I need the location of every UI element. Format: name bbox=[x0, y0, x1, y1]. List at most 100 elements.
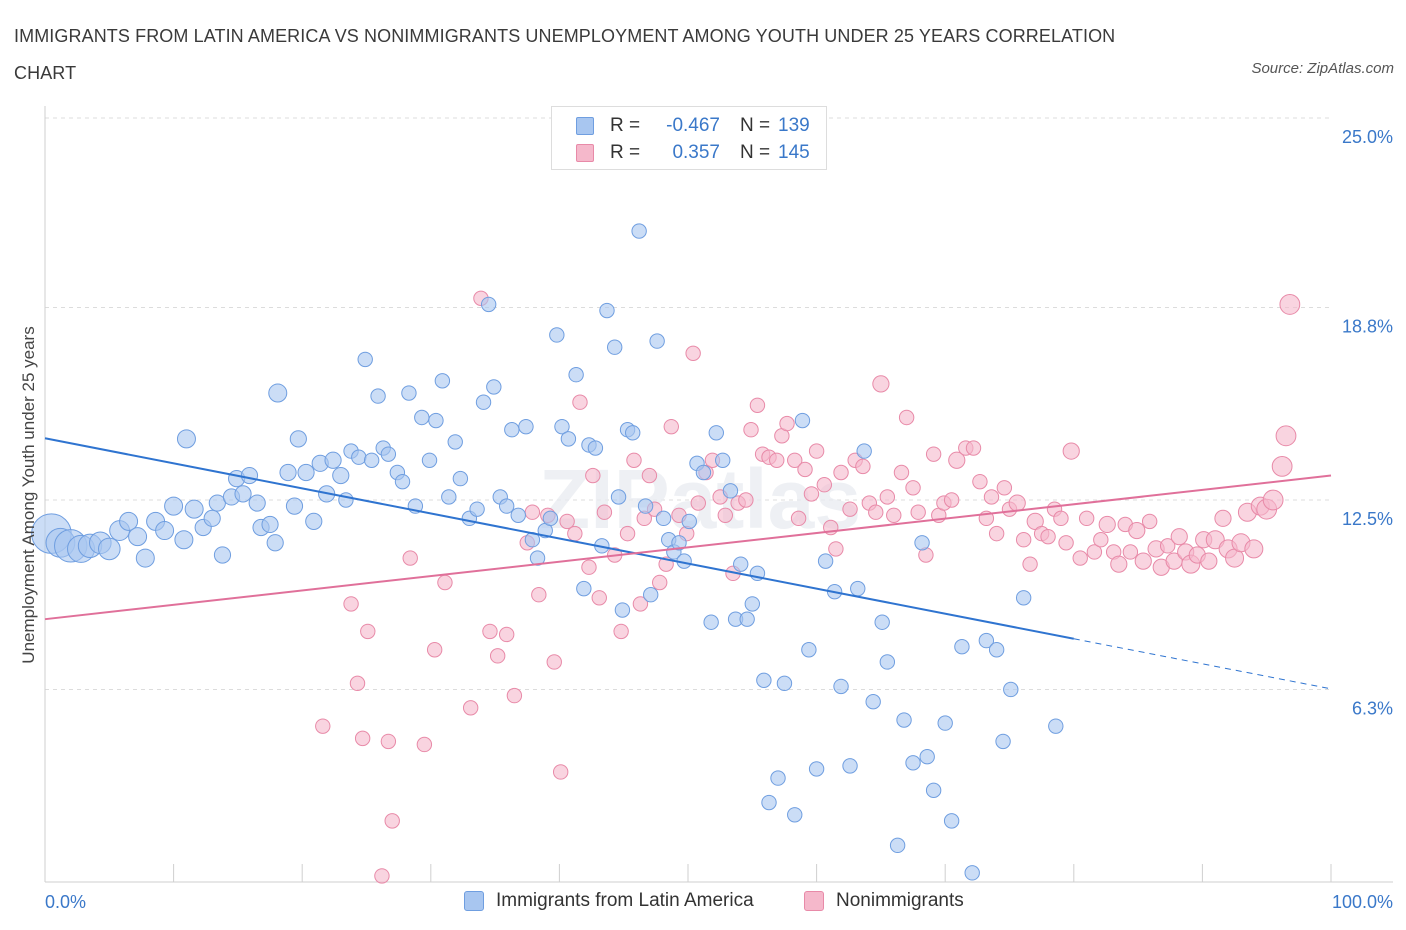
bottom-legend-nonimmigrants: Nonimmigrants bbox=[804, 890, 964, 912]
data-point-nonimmigrants bbox=[613, 623, 629, 640]
data-point-immigrants bbox=[554, 418, 570, 435]
data-point-immigrants bbox=[722, 483, 739, 499]
data-point-nonimmigrants bbox=[374, 868, 390, 884]
data-point-nonimmigrants bbox=[787, 452, 803, 468]
data-point-nonimmigrants bbox=[743, 422, 759, 438]
data-point-nonimmigrants bbox=[581, 559, 597, 575]
data-point-nonimmigrants bbox=[717, 507, 733, 523]
data-point-nonimmigrants bbox=[1110, 555, 1128, 573]
data-point-nonimmigrants bbox=[402, 550, 418, 566]
data-point-immigrants bbox=[625, 425, 641, 441]
data-point-immigrants bbox=[744, 596, 760, 612]
data-point-nonimmigrants bbox=[803, 486, 820, 502]
data-point-nonimmigrants bbox=[315, 718, 331, 734]
data-point-nonimmigrants bbox=[1141, 513, 1158, 530]
data-point-nonimmigrants bbox=[426, 642, 443, 658]
data-point-nonimmigrants bbox=[1244, 539, 1264, 559]
data-point-immigrants bbox=[98, 537, 121, 561]
data-point-immigrants bbox=[756, 672, 772, 689]
trendline-nonimmigrants bbox=[44, 474, 1332, 621]
data-point-immigrants bbox=[1048, 718, 1064, 734]
data-point-immigrants bbox=[234, 485, 252, 503]
data-point-immigrants bbox=[261, 515, 279, 534]
data-point-nonimmigrants bbox=[893, 464, 910, 481]
data-point-immigrants bbox=[176, 429, 196, 449]
data-point-nonimmigrants bbox=[641, 467, 658, 484]
data-point-immigrants bbox=[587, 440, 604, 456]
data-point-immigrants bbox=[833, 678, 849, 695]
legend-n-value: 145 bbox=[778, 142, 810, 163]
data-point-nonimmigrants bbox=[690, 495, 706, 511]
data-point-nonimmigrants bbox=[1275, 425, 1297, 447]
data-point-immigrants bbox=[549, 327, 565, 343]
data-point-immigrants bbox=[606, 339, 623, 355]
data-point-nonimmigrants bbox=[1279, 294, 1301, 315]
data-point-immigrants bbox=[285, 497, 304, 515]
y-tick-label: 12.5% bbox=[1342, 509, 1393, 529]
legend-swatch-pink bbox=[576, 144, 594, 162]
bottom-legend-label: Immigrants from Latin America bbox=[496, 890, 754, 911]
data-point-nonimmigrants bbox=[437, 574, 453, 591]
chart-title: IMMIGRANTS FROM LATIN AMERICA VS NONIMMI… bbox=[14, 26, 1116, 83]
bottom-legend-swatch-blue bbox=[464, 891, 484, 911]
data-point-immigrants bbox=[486, 379, 502, 395]
data-point-nonimmigrants bbox=[1214, 509, 1232, 527]
data-point-immigrants bbox=[614, 602, 631, 618]
data-point-nonimmigrants bbox=[531, 587, 547, 603]
data-point-immigrants bbox=[441, 489, 457, 505]
data-point-immigrants bbox=[414, 409, 430, 426]
data-point-immigrants bbox=[978, 632, 995, 649]
data-point-nonimmigrants bbox=[506, 687, 523, 704]
data-point-nonimmigrants bbox=[552, 764, 569, 780]
correlation-legend: R = -0.467 N = 139 R = 0.357 N = 145 bbox=[551, 106, 827, 170]
data-point-nonimmigrants bbox=[833, 464, 849, 481]
data-point-immigrants bbox=[174, 530, 194, 550]
data-point-immigrants bbox=[568, 367, 584, 383]
data-point-nonimmigrants bbox=[749, 397, 766, 413]
data-point-nonimmigrants bbox=[983, 489, 1000, 505]
legend-n-label: N = bbox=[740, 142, 771, 163]
data-point-immigrants bbox=[610, 489, 627, 505]
bottom-legend-immigrants: Immigrants from Latin America bbox=[464, 890, 754, 912]
data-point-nonimmigrants bbox=[585, 467, 601, 484]
y-tick-label: 25.0% bbox=[1342, 127, 1393, 147]
data-point-nonimmigrants bbox=[842, 501, 858, 517]
data-point-immigrants bbox=[394, 473, 411, 490]
data-point-immigrants bbox=[914, 535, 930, 551]
legend-r-value: 0.357 bbox=[672, 142, 720, 163]
data-point-nonimmigrants bbox=[855, 458, 871, 475]
data-point-immigrants bbox=[733, 556, 749, 572]
data-point-nonimmigrants bbox=[879, 489, 896, 505]
data-point-immigrants bbox=[248, 494, 266, 512]
data-point-immigrants bbox=[357, 351, 373, 368]
data-point-immigrants bbox=[305, 512, 323, 530]
data-point-immigrants bbox=[850, 580, 866, 597]
gridlines bbox=[45, 117, 1331, 690]
data-point-nonimmigrants bbox=[559, 513, 575, 530]
data-point-nonimmigrants bbox=[524, 504, 541, 520]
data-point-nonimmigrants bbox=[482, 623, 498, 640]
data-point-immigrants bbox=[995, 733, 1011, 750]
data-point-nonimmigrants bbox=[384, 813, 400, 829]
data-point-nonimmigrants bbox=[925, 446, 942, 462]
data-point-nonimmigrants bbox=[972, 473, 988, 490]
data-point-immigrants bbox=[954, 638, 970, 655]
data-point-nonimmigrants bbox=[872, 375, 890, 393]
data-point-nonimmigrants bbox=[1072, 550, 1088, 566]
data-point-nonimmigrants bbox=[1134, 552, 1152, 570]
data-point-immigrants bbox=[808, 761, 825, 777]
data-point-immigrants bbox=[703, 614, 719, 630]
data-point-immigrants bbox=[631, 223, 647, 239]
data-point-immigrants bbox=[925, 782, 942, 799]
data-point-nonimmigrants bbox=[1170, 528, 1188, 546]
data-point-immigrants bbox=[380, 446, 397, 462]
data-point-nonimmigrants bbox=[349, 675, 366, 692]
data-point-immigrants bbox=[203, 509, 221, 527]
data-point-immigrants bbox=[879, 654, 896, 670]
data-point-nonimmigrants bbox=[1022, 556, 1038, 572]
trend-lines bbox=[44, 437, 1332, 690]
data-point-immigrants bbox=[643, 587, 659, 603]
data-point-nonimmigrants bbox=[1053, 510, 1069, 527]
data-point-nonimmigrants bbox=[790, 510, 807, 527]
